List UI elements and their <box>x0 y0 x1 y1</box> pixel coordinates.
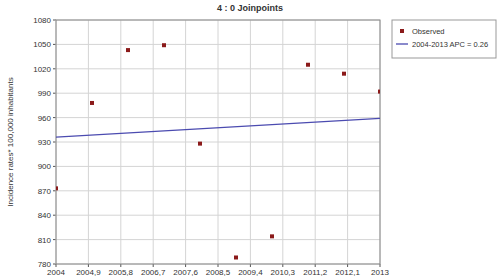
x-tick-label: 2004,9 <box>76 268 101 277</box>
point <box>306 63 310 67</box>
point <box>270 234 274 238</box>
legend-marker <box>400 29 404 33</box>
point <box>342 72 346 76</box>
x-grid-line <box>282 20 283 264</box>
x-grid-line <box>315 20 316 264</box>
x-tick-label: 2008,5 <box>206 268 231 277</box>
x-grid-line <box>120 20 121 264</box>
y-tick-label: 1020 <box>33 65 51 74</box>
x-tick-label: 2010,3 <box>271 268 296 277</box>
point <box>126 48 130 52</box>
y-tick-label: 870 <box>38 187 52 196</box>
legend: Observed 2004-2013 APC = 0.26 <box>392 20 496 58</box>
x-grid-line <box>347 20 348 264</box>
y-tick-label: 810 <box>38 236 52 245</box>
marks <box>56 43 380 259</box>
chart: 4 : 0 Joinpoints Incidence rates* 100,000… <box>0 0 500 280</box>
x-tick-label: 2007,6 <box>173 268 198 277</box>
legend-label: Observed <box>412 27 445 36</box>
y-tick-label: 900 <box>38 162 52 171</box>
x-tick-label: 2011,2 <box>303 268 327 277</box>
x-tick-label: 2004 <box>47 268 65 277</box>
x-tick-label: 2009,4 <box>238 268 263 277</box>
y-tick-label: 840 <box>38 211 52 220</box>
y-axis-label: Incidence rates* 100,000 inhabitants <box>6 77 15 206</box>
title: 4 : 0 Joinpoints <box>217 3 283 13</box>
point <box>90 101 94 105</box>
point <box>198 142 202 146</box>
point <box>162 43 166 47</box>
x-grid-line <box>88 20 89 264</box>
point <box>234 255 238 259</box>
x-grid-line <box>250 20 251 264</box>
x-tick-label: 2005,8 <box>109 268 134 277</box>
point <box>56 186 58 190</box>
legend-label: 2004-2013 APC = 0.26 <box>412 40 488 49</box>
y-tick-label: 930 <box>38 138 52 147</box>
trend-line <box>56 118 380 137</box>
x-tick-label: 2013 <box>371 268 389 277</box>
x-grid-line <box>218 20 219 264</box>
legend-line <box>396 43 408 44</box>
plot-area <box>56 20 380 264</box>
y-tick-label: 1080 <box>33 16 51 25</box>
x-grid-line <box>185 20 186 264</box>
y-tick-label: 990 <box>38 89 52 98</box>
x-grid-line <box>153 20 154 264</box>
y-tick-label: 960 <box>38 114 52 123</box>
plot-frame <box>56 20 380 264</box>
y-tick-label: 1050 <box>33 40 51 49</box>
point <box>378 90 380 94</box>
x-tick-label: 2006,7 <box>141 268 166 277</box>
x-tick-label: 2012,1 <box>335 268 360 277</box>
legend-box <box>392 20 496 58</box>
